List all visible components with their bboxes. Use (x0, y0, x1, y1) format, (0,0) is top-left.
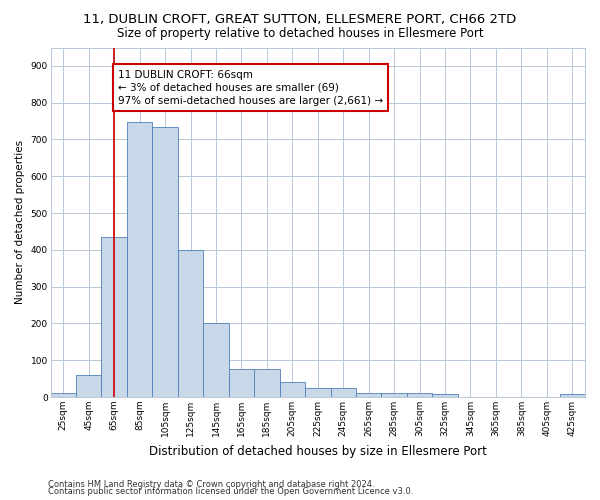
Bar (178, 250, 203, 397)
Bar (433, 394, 458, 397)
Bar (356, 392, 382, 397)
Text: Contains public sector information licensed under the Open Government Licence v3: Contains public sector information licen… (48, 487, 413, 496)
Text: 11, DUBLIN CROFT, GREAT SUTTON, ELLESMERE PORT, CH66 2TD: 11, DUBLIN CROFT, GREAT SUTTON, ELLESMER… (83, 12, 517, 26)
X-axis label: Distribution of detached houses by size in Ellesmere Port: Distribution of detached houses by size … (149, 444, 487, 458)
Text: 11 DUBLIN CROFT: 66sqm
← 3% of detached houses are smaller (69)
97% of semi-deta: 11 DUBLIN CROFT: 66sqm ← 3% of detached … (118, 70, 383, 106)
Bar (152, 126, 178, 397)
Bar (560, 394, 585, 397)
Bar (76, 375, 101, 397)
Bar (382, 392, 407, 397)
Text: Contains HM Land Registry data © Crown copyright and database right 2024.: Contains HM Land Registry data © Crown c… (48, 480, 374, 489)
Bar (101, 237, 127, 397)
Bar (254, 370, 280, 397)
Bar (305, 388, 331, 397)
Y-axis label: Number of detached properties: Number of detached properties (15, 140, 25, 304)
Bar (407, 394, 433, 397)
Bar (50, 394, 76, 397)
Text: Size of property relative to detached houses in Ellesmere Port: Size of property relative to detached ho… (116, 28, 484, 40)
Bar (229, 368, 254, 397)
Bar (331, 388, 356, 397)
Bar (280, 382, 305, 397)
Bar (127, 122, 152, 397)
Bar (203, 324, 229, 397)
